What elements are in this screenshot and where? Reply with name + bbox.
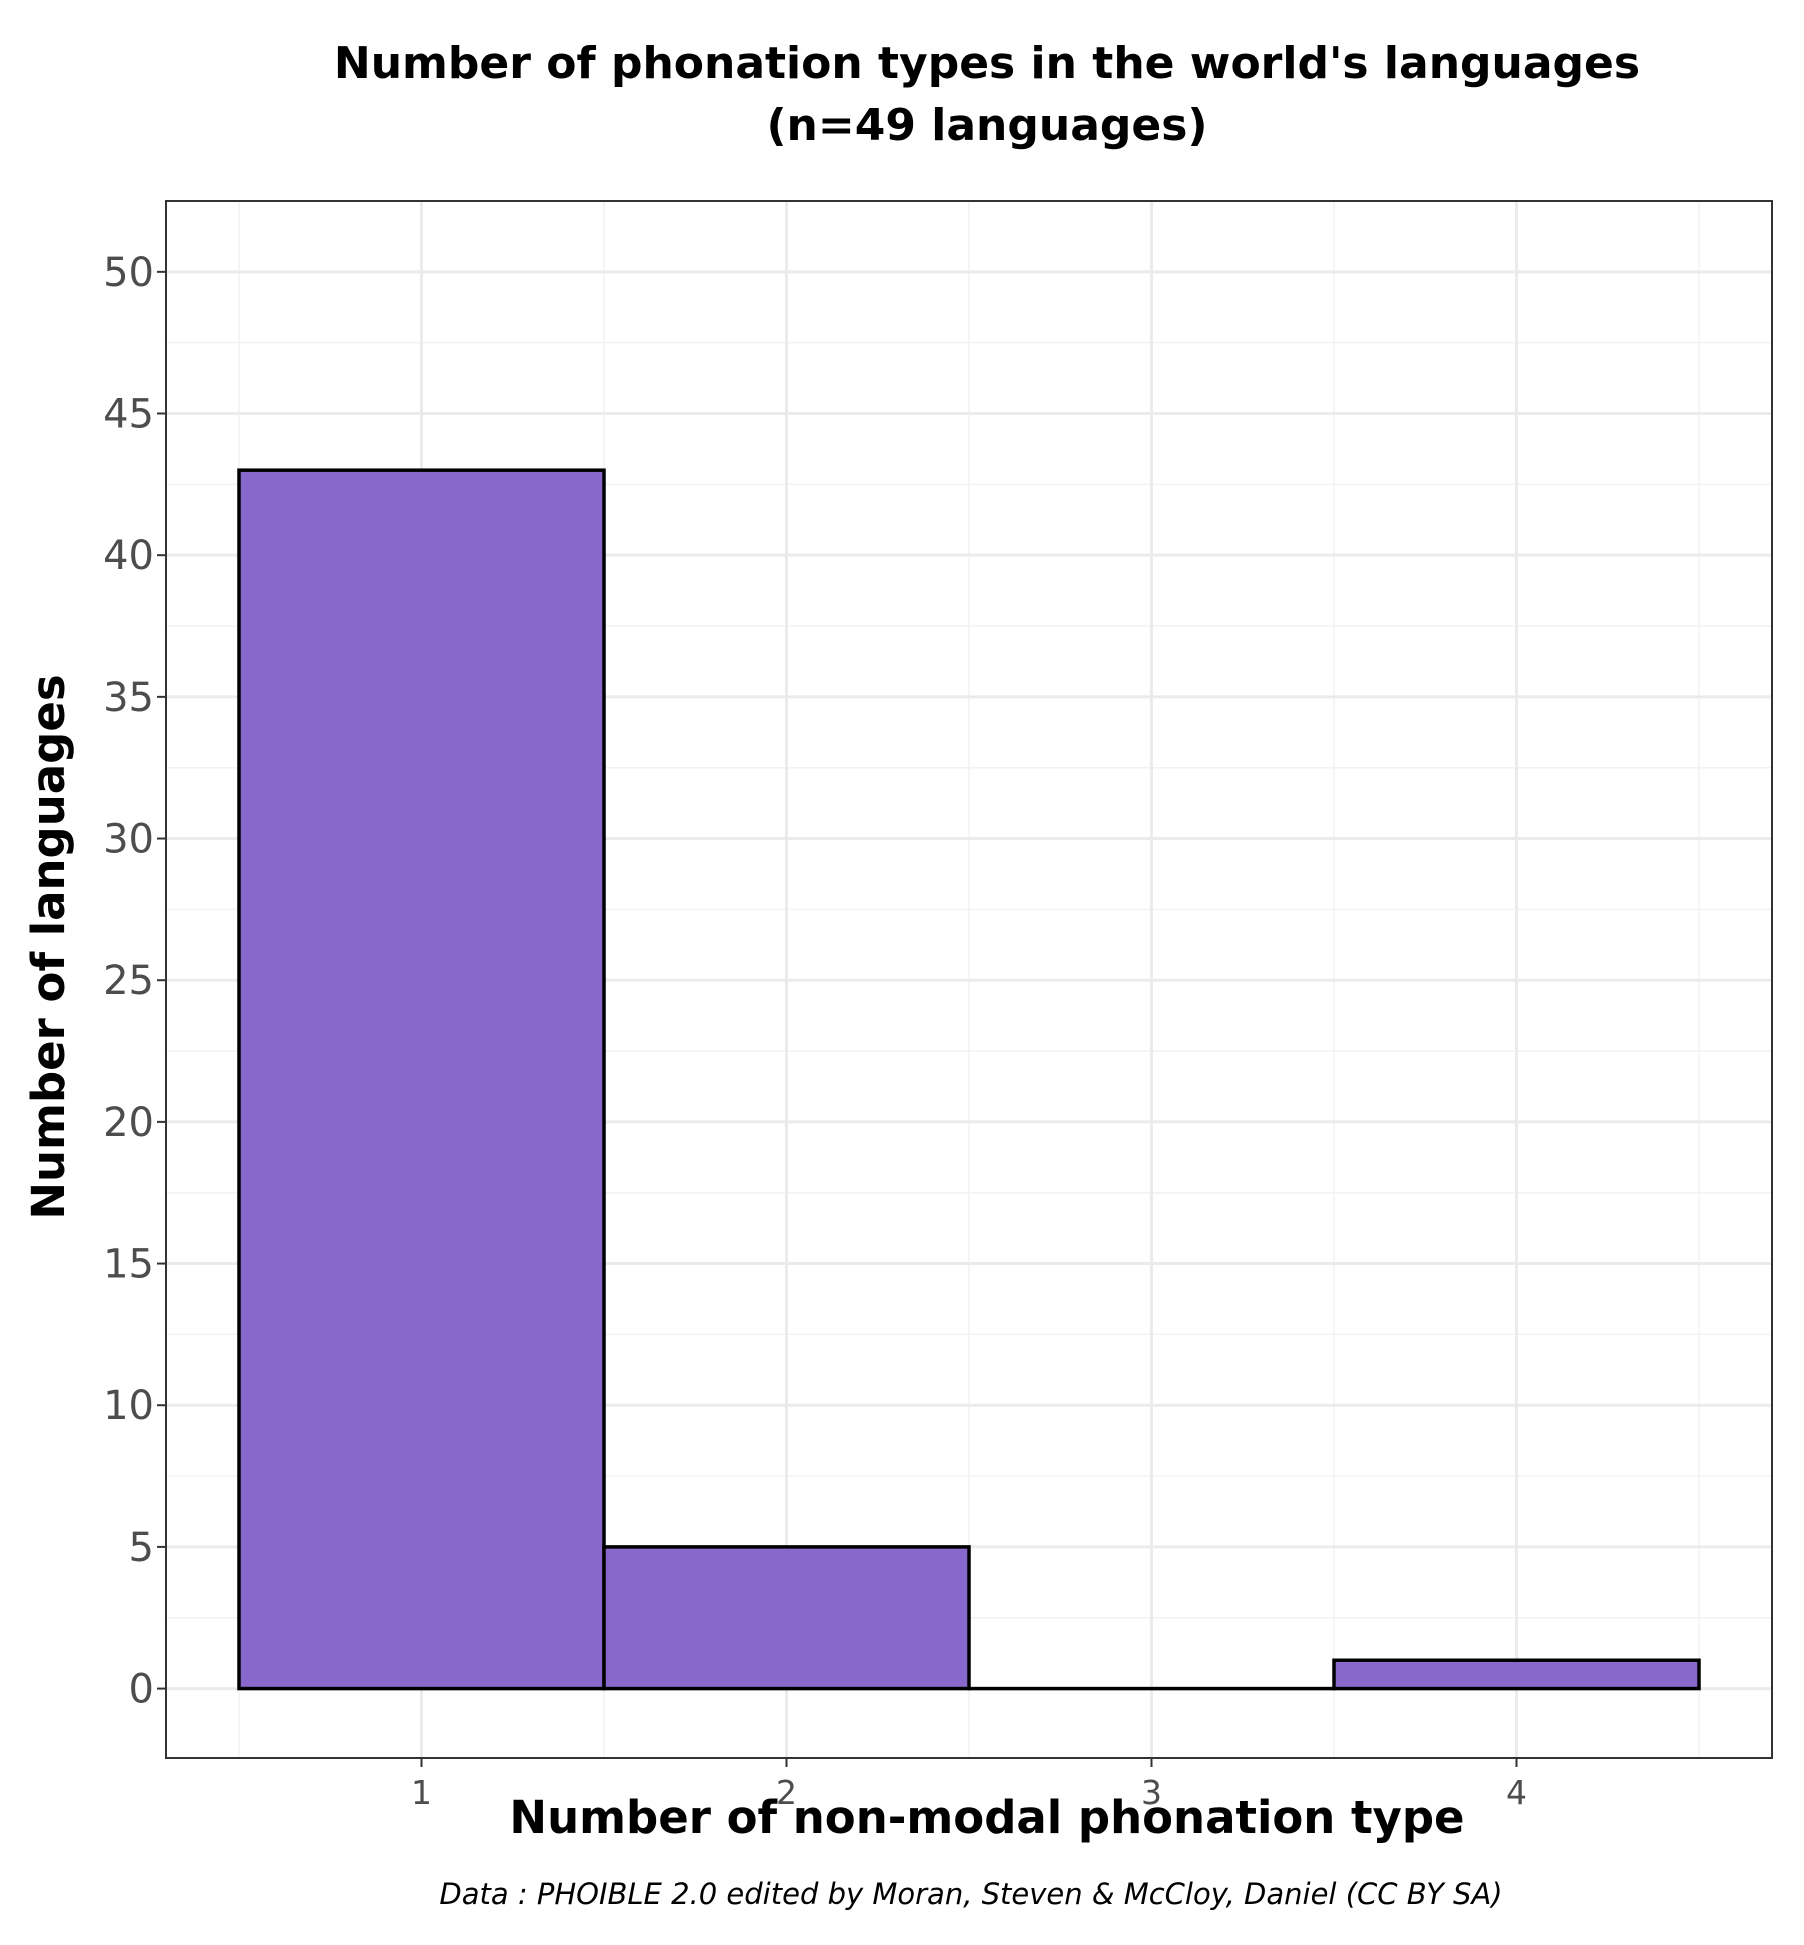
y-tick-label: 50 — [103, 250, 154, 296]
data-source-caption: Data : PHOIBLE 2.0 edited by Moran, Stev… — [439, 1877, 1502, 1911]
bars — [237, 468, 1701, 1691]
y-axis-title: Number of languages — [22, 674, 75, 1219]
y-tick-label: 5 — [129, 1525, 154, 1571]
y-tick-label: 40 — [103, 533, 154, 579]
y-tick-label: 15 — [103, 1242, 154, 1288]
x-tick-label: 1 — [411, 1773, 432, 1812]
x-tick-label: 3 — [1141, 1773, 1162, 1812]
y-tick-label: 25 — [103, 958, 154, 1004]
y-tick-label: 10 — [103, 1383, 154, 1429]
y-tick-label: 30 — [103, 817, 154, 863]
x-axis-title: Number of non-modal phonation type — [509, 1791, 1464, 1844]
y-tick-label: 0 — [129, 1667, 154, 1713]
axis-ticks: 0 5 10 15 20 25 30 35 40 45 50 1 2 3 4 — [103, 250, 1527, 1812]
x-tick-label: 4 — [1506, 1773, 1527, 1812]
y-tick-label: 20 — [103, 1100, 154, 1146]
x-tick-label: 2 — [776, 1773, 797, 1812]
y-tick-label: 35 — [103, 675, 154, 721]
y-tick-label: 45 — [103, 392, 154, 438]
chart-title-line-1: Number of phonation types in the world's… — [334, 38, 1640, 89]
bar-1 — [237, 468, 606, 1691]
bar-2 — [602, 1545, 971, 1691]
bar-4 — [1332, 1658, 1701, 1691]
chart-title-line-2: (n=49 languages) — [766, 100, 1207, 151]
